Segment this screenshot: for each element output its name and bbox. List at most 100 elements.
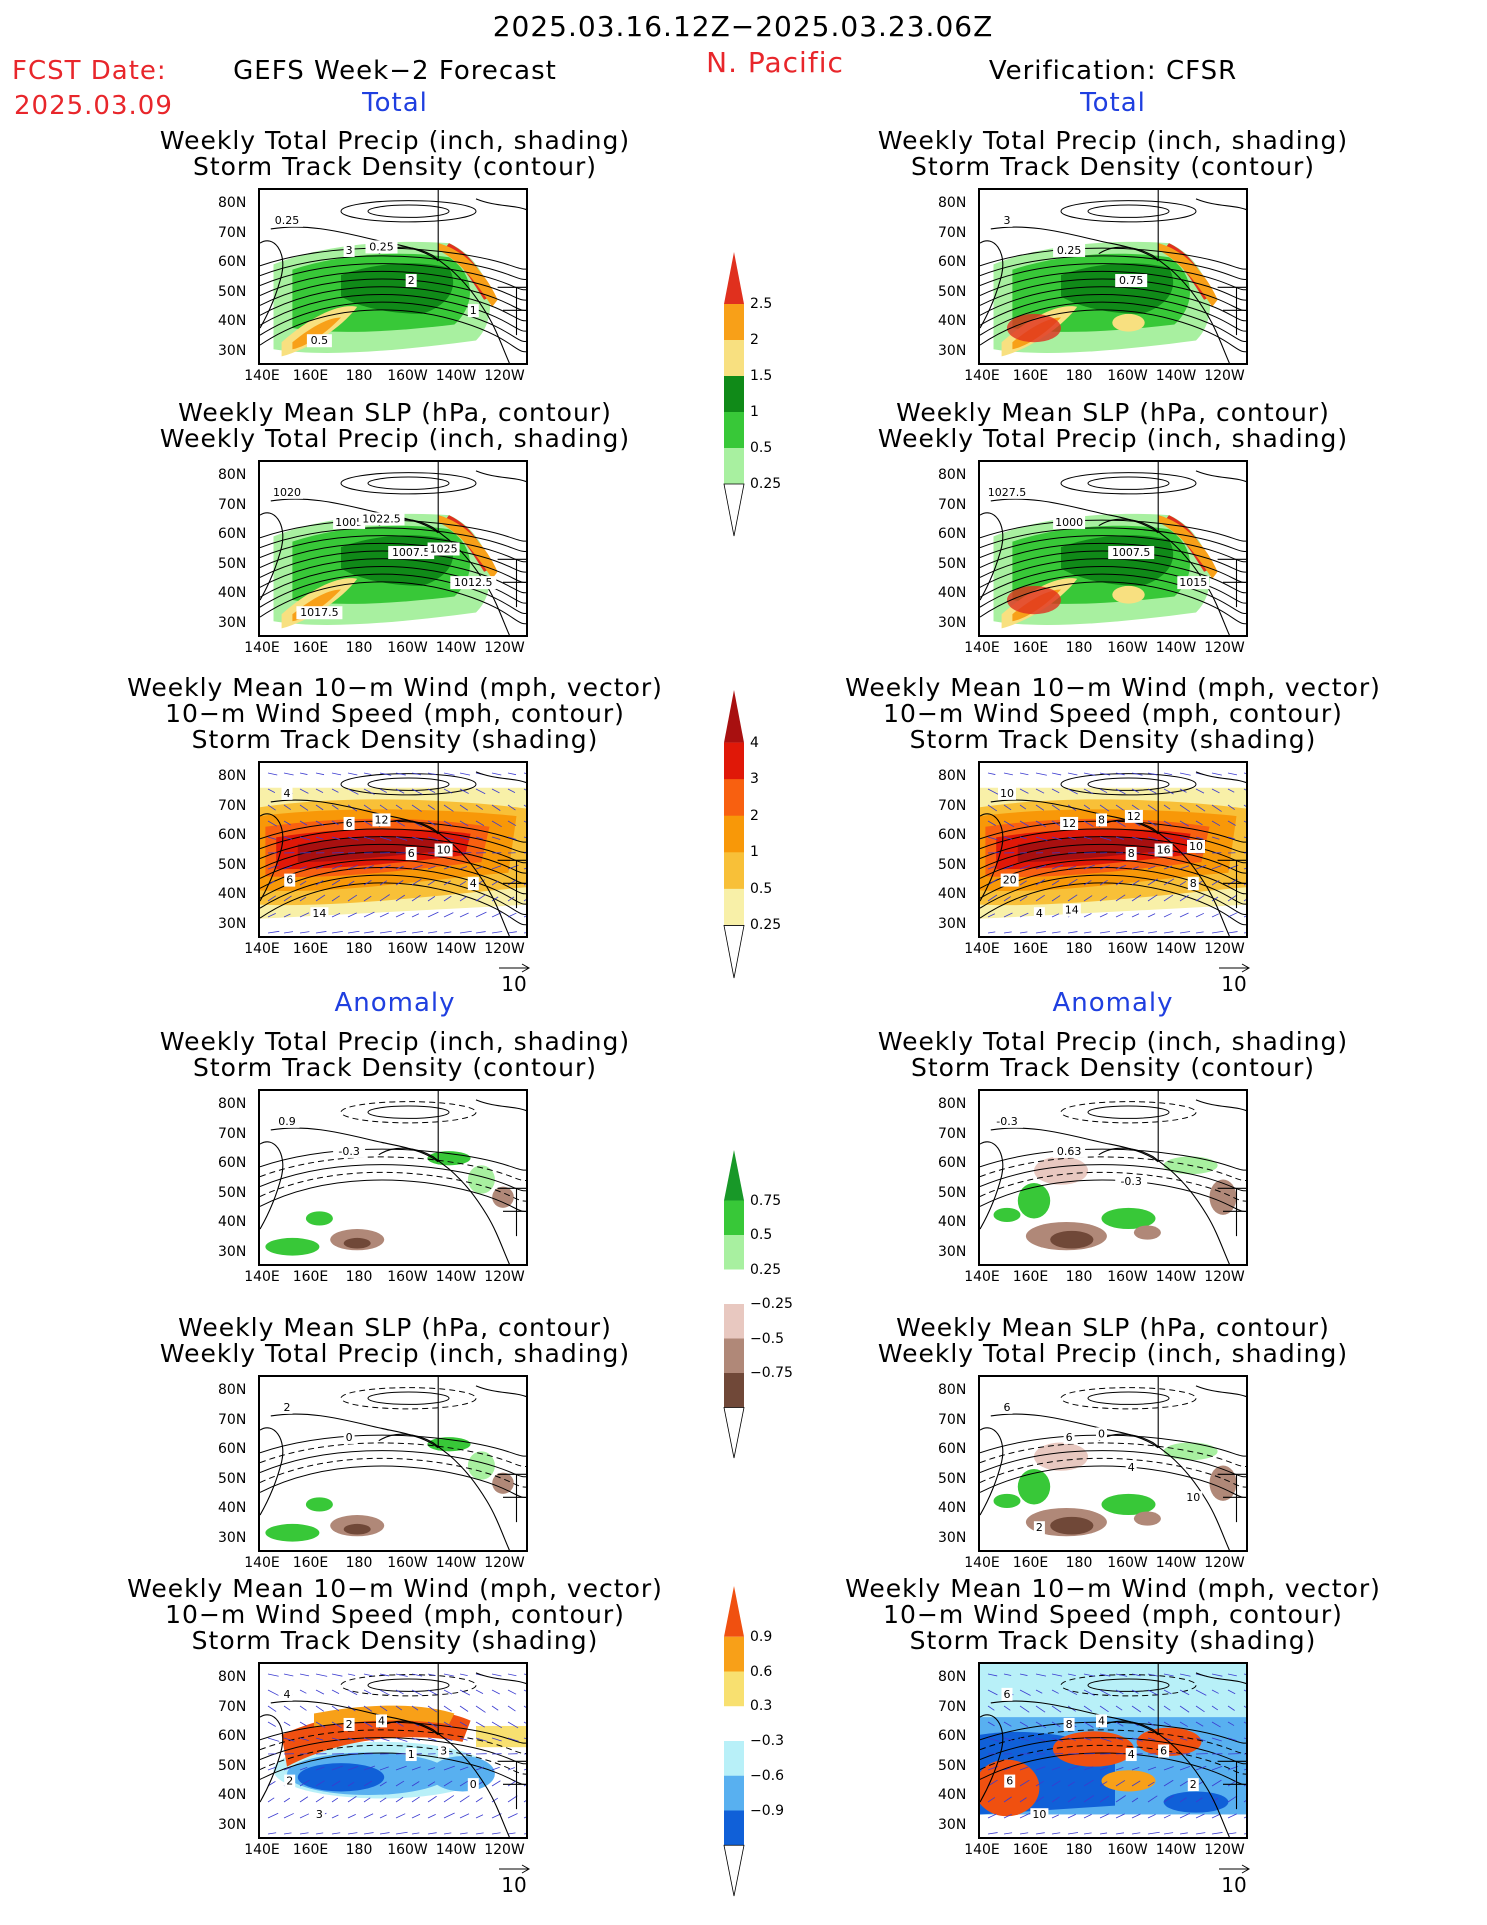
contour-label-bg (1053, 1144, 1086, 1158)
colorbar-segment (724, 1200, 744, 1236)
contour-label: -0.3 (338, 1145, 359, 1158)
lat-tick-label: 40N (938, 1214, 967, 1230)
coastline (378, 1720, 510, 1837)
coastline (1217, 1473, 1246, 1523)
lon-tick-label: 140W (435, 1842, 477, 1858)
lon-tick-label: 180 (345, 1555, 373, 1571)
contour-label: 2 (1036, 1521, 1043, 1534)
lat-tick-label: 80N (938, 1382, 967, 1398)
coastline (990, 226, 1159, 262)
lat-tick-label: 70N (938, 1698, 967, 1715)
coastline (475, 198, 526, 211)
panel-title-line: 10−m Wind Speed (mph, contour) (165, 1600, 625, 1629)
colorbar-label: 0.5 (750, 1227, 773, 1243)
colorbar-label: −0.3 (750, 1733, 784, 1749)
map-canvas: 20 (260, 1377, 526, 1550)
contour-label: 8 (1190, 877, 1197, 890)
lon-tick-label: 160W (1107, 1842, 1148, 1858)
lon-tick-label: 140W (435, 1269, 477, 1285)
map-panel-vf-anom-wind: 6 8 4 2 10 4 6 6 (978, 1662, 1248, 1839)
contour-label-bg (991, 1114, 1023, 1128)
contour-label-bg (310, 907, 329, 921)
panel-title-line: 10−m Wind Speed (mph, contour) (883, 1600, 1343, 1629)
contour-label-bg (313, 1808, 325, 1822)
lat-tick-label: 40N (218, 1500, 247, 1516)
lon-tick-label: 120W (484, 1269, 525, 1285)
lat-tick-label: 50N (938, 1757, 967, 1774)
coastline (378, 1147, 510, 1264)
colorbar-label: 0.9 (750, 1628, 773, 1645)
fcst-date-value: 2025.03.09 (14, 91, 173, 121)
lat-tick-label: 70N (938, 1125, 967, 1142)
lat-tick-label: 60N (938, 827, 967, 843)
colorbar-precip_total (723, 252, 745, 537)
lon-tick-label: 160W (1107, 941, 1148, 957)
contour-label-bg (343, 243, 355, 257)
lat-tick-label: 70N (218, 1411, 247, 1428)
contour-label-bg (1124, 809, 1143, 823)
contour-label-bg (405, 1748, 417, 1762)
lon-tick-label: 140E (244, 640, 280, 656)
shading-layer (993, 1156, 1237, 1251)
lon-tick-label: 120W (484, 941, 525, 957)
map-panel-fc-anom-precip: 0.9 -0.3 (258, 1089, 528, 1266)
contour-label: 14 (1065, 904, 1079, 917)
coastline (1217, 558, 1246, 608)
colorbar-label: 2.5 (750, 296, 773, 312)
panel-title-line: 10−m Wind Speed (mph, contour) (883, 699, 1343, 728)
panel-title-line: Storm Track Density (shading) (191, 1626, 599, 1655)
coastline (1098, 246, 1230, 363)
lat-tick-label: 40N (218, 1787, 247, 1803)
lat-tick-label: 80N (218, 1382, 247, 1398)
contour-label: 10 (1000, 787, 1014, 800)
coastline (497, 1187, 526, 1237)
lon-tick-label: 140E (964, 640, 1000, 656)
lon-tick-label: 180 (1065, 1555, 1093, 1571)
contour-labels: 0.9 -0.3 (274, 1114, 366, 1158)
contour-label-bg (405, 274, 417, 288)
contour-label-bg (467, 304, 479, 318)
contour-label-bg (343, 1717, 355, 1731)
lon-tick-label: 140E (244, 1555, 280, 1571)
lon-tick-label: 140E (964, 1269, 1000, 1285)
lat-tick-label: 70N (218, 1698, 247, 1715)
contour-label-bg (1062, 903, 1081, 917)
shading-layer (265, 1437, 514, 1542)
colorbar-segment (724, 779, 744, 817)
colorbar-segment (724, 1636, 744, 1672)
panel-title-line: Weekly Mean 10−m Wind (mph, vector) (845, 673, 1381, 702)
contour-label: 1022.5 (362, 512, 401, 525)
contour-label: 6 (1004, 1401, 1011, 1414)
lon-tick-label: 120W (484, 368, 525, 384)
lon-tick-label: 140W (435, 1555, 477, 1571)
coastline (260, 1141, 284, 1230)
contour-label: 0.5 (311, 334, 329, 347)
lon-tick-label: 160E (292, 1842, 329, 1858)
contour-label-bg (427, 542, 460, 556)
lat-tick-label: 50N (938, 1184, 967, 1201)
contour-labels: 4 6 6 4 14 12 10 6 (281, 786, 479, 921)
map-panel-vf-anom-precip: -0.3 0.63 -0.3 (978, 1089, 1248, 1266)
contour-label-bg (1063, 1717, 1075, 1731)
lat-tick-label: 50N (938, 856, 967, 873)
lon-tick-label: 140E (964, 1842, 1000, 1858)
panel-title-line: Weekly Mean 10−m Wind (mph, vector) (127, 673, 663, 702)
lat-tick-label: 60N (218, 1728, 247, 1744)
coastline (497, 859, 526, 909)
contour-label-bg (1125, 1748, 1137, 1762)
contour-label-bg (1096, 813, 1107, 827)
shading-layer (993, 513, 1218, 629)
colorbar-label: 0.25 (750, 1261, 782, 1278)
contour-label: 0.25 (275, 214, 300, 227)
map-canvas: 4 6 6 4 14 12 10 6 (260, 763, 526, 936)
colorbar-end-bottom (723, 1407, 745, 1459)
lat-tick-label: 40N (218, 313, 247, 329)
coastline (1195, 771, 1246, 784)
colorbar-segment (724, 340, 744, 377)
contour-label-bg (343, 1430, 355, 1444)
contour-label: 1017.5 (300, 606, 339, 619)
panel-title-line: Weekly Total Precip (inch, shading) (877, 126, 1349, 155)
reference-vector-label: 10 (1221, 1873, 1247, 1897)
lon-tick-label: 160W (1107, 640, 1148, 656)
coastline (270, 1413, 439, 1449)
